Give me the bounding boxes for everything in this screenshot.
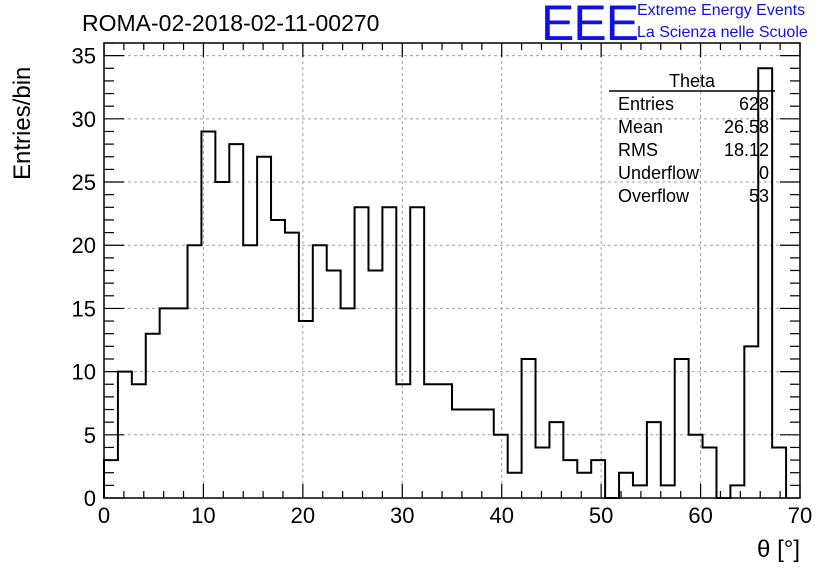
histogram-bin [494,435,508,498]
x-tick-label: 10 [191,503,215,528]
histogram-bin [160,308,174,498]
logo-text-line2: La Scienza nelle Scuole [637,24,808,41]
histogram-bin [327,271,341,499]
stats-row-label: Overflow [618,186,690,206]
histogram-bin [563,460,577,498]
histogram-bin [730,485,744,498]
histogram-bin [215,182,229,498]
histogram-bin [229,144,243,498]
histogram-bin [368,271,382,499]
y-tick-label: 30 [72,107,96,132]
histogram-bin [633,485,647,498]
y-tick-label: 5 [84,423,96,448]
stats-row-value: 26.58 [724,117,769,137]
x-tick-label: 40 [489,503,513,528]
stats-row-value: 18.12 [724,140,769,160]
stats-row-label: Mean [618,117,663,137]
histogram-bin [341,308,355,498]
histogram-bin [536,447,550,498]
stats-row-label: RMS [618,140,658,160]
x-tick-label: 70 [788,503,812,528]
histogram-bin [508,473,522,498]
page-title: ROMA-02-2018-02-11-00270 [82,10,380,36]
stats-box: Theta Entries 628 Mean 26.58 RMS 18.12 Underfl… [609,71,775,206]
histogram-bin [522,359,536,498]
histogram-bin [382,207,396,498]
histogram-outline [103,67,788,499]
histogram-bin [591,460,605,498]
histogram-bin [675,359,689,498]
x-tick-label: 20 [291,503,315,528]
stats-row-value: 628 [739,94,769,114]
histogram-bin [146,334,160,498]
histogram-bin [480,410,494,498]
x-axis-label: θ [°] [757,536,800,563]
histogram-bin [577,473,591,498]
histogram-bin [549,422,563,498]
y-axis-label: Entries/bin [9,67,36,180]
plot-frame [103,42,801,499]
stats-row-label: Entries [618,94,674,114]
histogram-bin [452,410,466,498]
histogram-bin [285,233,299,498]
x-tick-label: 60 [688,503,712,528]
histogram-bin [438,384,452,498]
stats-row-label: Underflow [618,163,700,183]
histogram-bin [174,308,188,498]
histogram-bin [647,422,661,498]
x-tick-label: 0 [98,503,110,528]
bars-layer [104,68,786,498]
histogram-bin [299,321,313,498]
y-tick-label: 15 [72,296,96,321]
tick-labels: 0 10 20 30 40 50 60 70 0 5 10 15 20 25 30 35 [72,44,813,528]
logo-text-line1: Extreme Energy Events [637,2,806,19]
y-tick-label: 10 [72,360,96,385]
histogram-bin [355,207,369,498]
stats-row-value: 0 [759,163,769,183]
histogram-bin [257,157,271,498]
histogram-bin [271,220,285,498]
histogram-bin [772,447,786,498]
histogram-bin [104,460,118,498]
histogram-bin [744,346,758,498]
y-tick-label: 0 [84,486,96,511]
histogram-bin [410,207,424,498]
stats-box-title: Theta [669,71,716,91]
histogram-bin [661,485,675,498]
histogram-bin [424,384,438,498]
histogram-bin [703,447,717,498]
ticks-layer [103,42,801,499]
histogram-bin [132,384,146,498]
y-tick-label: 35 [72,44,96,69]
grid-layer [104,43,800,498]
y-tick-label: 25 [72,170,96,195]
stats-rows: Entries 628 Mean 26.58 RMS 18.12 Underflow 0 Ove… [618,94,769,206]
y-tick-label: 20 [72,233,96,258]
x-tick-label: 50 [589,503,613,528]
x-tick-label: 30 [390,503,414,528]
histogram-bin [396,384,410,498]
histogram-bin [466,410,480,498]
stats-row-value: 53 [749,186,769,206]
